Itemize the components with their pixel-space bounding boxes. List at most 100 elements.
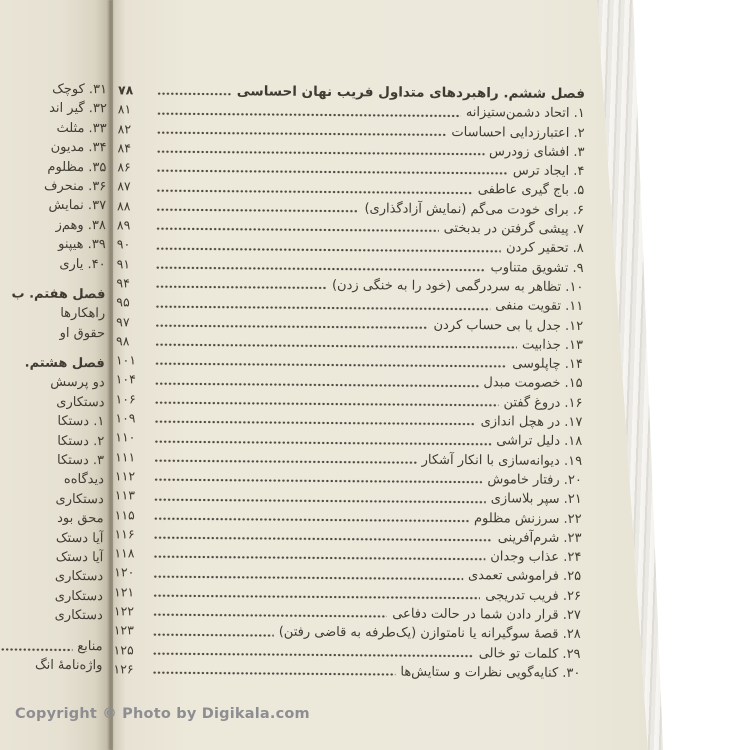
toc-row: ۳۴. مدیون (0, 138, 107, 158)
toc-page-number: ۱۰۹ (115, 410, 136, 426)
dotted-leader (154, 400, 499, 408)
toc-row: ۴۰. یاری (0, 254, 106, 274)
dotted-leader (156, 111, 461, 118)
toc-page-number: ۱۰۶ (115, 391, 136, 407)
toc-item-label: دستکاری (56, 394, 105, 411)
dotted-leader (154, 419, 476, 427)
toc-item-label: ۱۷. در هچل اندازی (480, 414, 583, 431)
toc-list: فصل ششم. راهبردهای متداول فریب نهان احسا… (113, 80, 585, 682)
left-page-paper (0, 0, 113, 750)
toc-page-number: ۸۲ (117, 120, 132, 137)
toc-item-label: ۲۸. قصهٔ سوگیرانه یا نامتوازن (یک‌طرفه ب… (278, 624, 581, 643)
toc-page-number: ۸۷ (117, 178, 131, 194)
toc-row: فصل هفتم. ب (0, 284, 105, 304)
toc-row: راهکارها (0, 304, 105, 324)
toc-row: ۳. دستکا (0, 450, 104, 470)
toc-item-label: فصل هفتم. ب (11, 286, 106, 303)
toc-page-number: ۹۰ (116, 236, 131, 252)
dotted-leader (156, 130, 447, 137)
toc-item-label: ۳۷. نمایش (48, 198, 107, 214)
dotted-leader (156, 149, 485, 157)
toc-row: محق بود (0, 509, 104, 529)
toc-item-label: ۱۹. دیوانه‌سازی با انکار آشکار (421, 452, 583, 469)
toc-item-label: ۲. اعتبارزدایی احساسات (451, 124, 585, 141)
dotted-leader (155, 246, 501, 254)
toc-item-label: ۵. باج گیری عاطفی (477, 182, 585, 199)
dotted-leader (153, 555, 486, 562)
toc-page-number: ۱۲۱ (113, 584, 135, 600)
toc-row: ۳۹. هیپنو (0, 235, 106, 255)
toc-page-number: ۱۲۲ (113, 603, 135, 619)
toc-item-label: منابع (77, 638, 103, 654)
toc-item-label: محق بود (57, 511, 104, 527)
toc-row: منابع (0, 636, 103, 656)
toc-page-number: ۹۱ (116, 255, 131, 272)
dotted-leader (153, 516, 470, 523)
toc-item-label: ۴. ایجاد ترس (512, 163, 585, 180)
toc-page-number: ۸۸ (117, 198, 131, 214)
toc-item-label: راهکارها (60, 306, 106, 322)
toc-item-label: ۱۶. دروغ گفتن (503, 395, 583, 411)
toc-item-label: دستکاری (55, 491, 104, 508)
dotted-leader (153, 477, 483, 485)
toc-item-label: آیا دستک (55, 530, 104, 546)
toc-page-number: ۹۷ (116, 313, 130, 329)
toc-item-label: ۱. اتحاد دشمن‌ستیزانه (465, 105, 585, 122)
dotted-leader (152, 632, 274, 638)
toc-item-label: ۲۲. سرزنش مظلوم (473, 510, 582, 527)
toc-row: حقوق او (0, 323, 106, 343)
toc-page-number: ۷۸ (117, 82, 134, 98)
toc-item-label: ۳۲. گیر اند (49, 101, 107, 117)
toc-item-label: ۱۴. چاپلوسی (512, 356, 583, 373)
toc-item-label: ۲۱. سپر بلاسازی (490, 491, 582, 508)
toc-item-label: حقوق او (59, 325, 106, 341)
toc-row: ۲. دستکا (0, 431, 104, 451)
toc-item-label: ۴۰. یاری (59, 256, 106, 272)
toc-item-label: ۳۸. وهم‌ز (55, 217, 106, 233)
toc-item-label: ۶. برای خودت می‌گم (نمایش آزادگذاری) (364, 201, 585, 218)
toc-item-label: ۸. تحقیر کردن (505, 240, 584, 257)
toc-item-label: ۳۴. مدیون (50, 139, 107, 156)
toc-item-label: ۳۵. مظلوم (47, 159, 107, 175)
toc-item-label: ۱۱. تقویت منفی (495, 298, 584, 315)
toc-row: ۳۷. نمایش (0, 196, 106, 216)
toc-row: ۱. دستکا (0, 412, 104, 432)
toc-row: دیدگاه‌ه (0, 470, 104, 490)
toc-row: ۳۱. کوچک (0, 79, 107, 99)
dotted-leader (152, 593, 481, 601)
dotted-leader (152, 651, 474, 659)
toc-item-label: واژه‌نامهٔ انگ (34, 657, 103, 674)
toc-item-label: ۳. دستکا (57, 452, 105, 469)
toc-row: آیا دستک (0, 547, 104, 567)
toc-item-label: دستکاری (54, 608, 103, 624)
toc-page-number: ۱۱۳ (114, 487, 136, 503)
toc-item-label: ۱۰. تظاهر به سردرگمی (خود را به خنگی زدن… (331, 277, 584, 295)
toc-page-number: ۸۹ (116, 217, 131, 233)
dotted-leader (153, 535, 493, 543)
dotted-leader (154, 362, 508, 369)
toc-page-number: ۱۱۸ (114, 545, 135, 561)
toc-item-label: دستکاری (54, 588, 104, 604)
watermark: Copyright © Photo by Digikala.com (15, 706, 310, 722)
toc-page-number: ۱۲۶ (113, 661, 134, 677)
toc-page-number: ۱۲۵ (113, 641, 134, 658)
toc-page-number: ۸۴ (117, 140, 132, 156)
toc-item-label: ۲۰. رفتار خاموش (487, 472, 582, 488)
toc-row: ۳۶. منحرف (0, 176, 106, 196)
toc-item-label: ۲۷. قرار دادن شما در حالت دفاعی (392, 606, 581, 623)
toc-item-label: فصل ششم. راهبردهای متداول فریب نهان احسا… (236, 83, 586, 102)
toc-row: واژه‌نامهٔ انگ (0, 655, 103, 675)
left-column-list: ۳۱. کوچک ۳۲. گیر اند ۳۳. مثلث ۳۴. مدیون ۳۵. … (0, 79, 107, 675)
toc-page-number: ۸۱ (117, 101, 132, 117)
spine-shadow (107, 0, 114, 750)
dotted-leader (153, 574, 463, 581)
dotted-leader (156, 207, 360, 214)
dotted-leader (156, 188, 473, 195)
toc-item-label: ۳. افشای زودرس (489, 144, 585, 160)
dotted-leader (154, 342, 517, 350)
toc-item-label: ۲۳. شرم‌آفرینی (497, 530, 582, 546)
toc-item-label: ۳۱. کوچک (52, 81, 108, 98)
toc-item-label: ۲۶. فریب تدریجی (485, 587, 582, 604)
